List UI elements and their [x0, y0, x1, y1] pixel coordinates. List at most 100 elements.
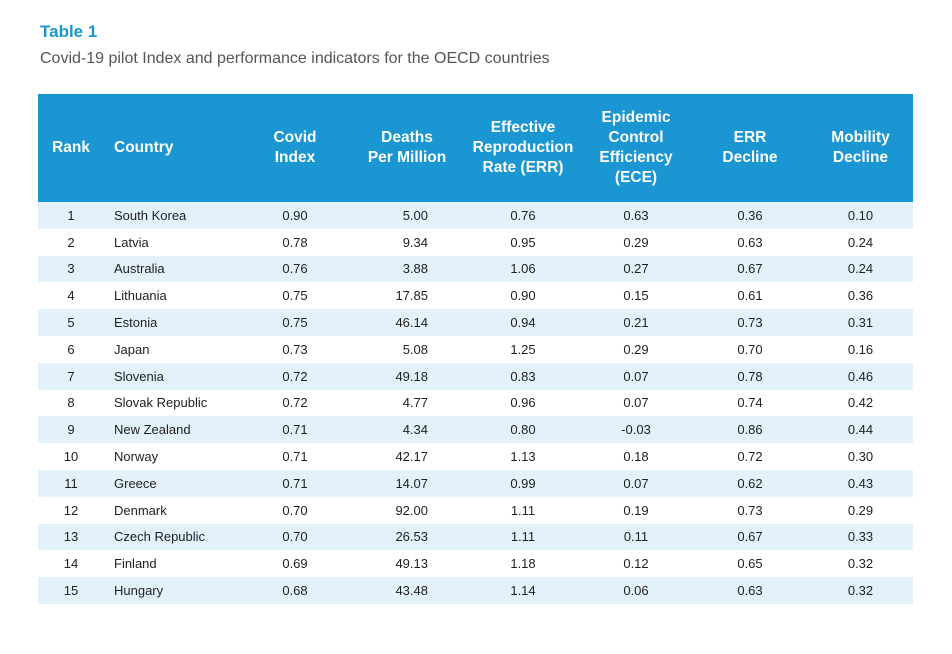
cell-covid-index: 0.70	[282, 502, 308, 518]
cell-err-decline: 0.73	[737, 315, 763, 331]
cell-covid-index: 0.71	[282, 449, 308, 465]
cell-mobility-decline: 0.42	[847, 395, 874, 411]
header-line: Per Million	[367, 149, 447, 166]
cell-country: Greece	[114, 475, 157, 491]
table-row: 11 Greece 0.71 14.07 0.99 0.07 0.62 0.43	[38, 469, 913, 497]
cell-country: New Zealand	[114, 422, 191, 438]
cell-err: 0.83	[510, 368, 536, 384]
cell-err-decline: 0.78	[737, 368, 763, 384]
cell-covid-index: 0.73	[282, 341, 308, 357]
cell-err: 1.06	[510, 261, 536, 277]
header-line: Epidemic	[601, 109, 671, 126]
header-line: Mobility	[831, 129, 890, 146]
cell-err: 0.95	[510, 234, 536, 250]
table-row: 7 Slovenia 0.72 49.18 0.83 0.07 0.78 0.46	[38, 362, 913, 390]
cell-err-decline: 0.67	[737, 529, 763, 545]
cell-mobility-decline: 0.10	[847, 207, 874, 223]
cell-deaths: 92.00	[395, 502, 428, 518]
cell-covid-index: 0.90	[282, 207, 308, 223]
header-line: Index	[274, 149, 316, 166]
cell-err-decline: 0.36	[737, 207, 763, 223]
table-row: 15 Hungary 0.68 43.48 1.14 0.06 0.63 0.32	[38, 577, 913, 604]
table-row: 4 Lithuania 0.75 17.85 0.90 0.15 0.61 0.36	[38, 282, 913, 310]
cell-err: 1.13	[510, 449, 536, 465]
cell-deaths: 43.48	[395, 583, 428, 599]
cell-err: 0.99	[510, 475, 536, 491]
table-row: 10 Norway 0.71 42.17 1.13 0.18 0.72 0.30	[38, 443, 913, 470]
cell-deaths: 26.53	[395, 529, 428, 545]
cell-rank: 4	[67, 288, 75, 304]
header-line: Effective	[490, 119, 556, 136]
cell-err-decline: 0.63	[737, 583, 763, 599]
cell-rank: 11	[64, 475, 78, 491]
cell-err: 0.90	[510, 288, 536, 304]
cell-mobility-decline: 0.32	[847, 556, 874, 572]
data-table: Rank Country Covid Index Deaths Per Mill…	[38, 94, 913, 604]
cell-mobility-decline: 0.29	[847, 502, 874, 518]
cell-err: 1.14	[510, 583, 536, 599]
cell-country: Estonia	[114, 315, 158, 331]
header-rank-label: Rank	[52, 139, 90, 156]
cell-err-decline: 0.74	[737, 395, 763, 411]
cell-deaths: 49.13	[395, 556, 428, 572]
cell-err-decline: 0.61	[737, 288, 763, 304]
cell-mobility-decline: 0.44	[847, 422, 874, 438]
cell-country: Hungary	[114, 583, 164, 599]
table-body: 1 South Korea 0.90 5.00 0.76 0.63 0.36 0.10 2 Lat…	[38, 202, 913, 604]
header-country: Country	[104, 94, 242, 202]
cell-mobility-decline: 0.46	[847, 368, 874, 384]
table-row: 1 South Korea 0.90 5.00 0.76 0.63 0.36 0.10	[38, 202, 913, 229]
cell-rank: 5	[67, 315, 75, 331]
cell-deaths: 4.77	[402, 395, 428, 411]
cell-mobility-decline: 0.30	[847, 449, 874, 465]
header-err-decline: ERR Decline	[692, 94, 808, 202]
cell-err-decline: 0.67	[737, 261, 763, 277]
header-line: Decline	[722, 149, 778, 166]
cell-deaths: 17.85	[395, 288, 428, 304]
cell-err: 1.18	[510, 556, 536, 572]
header-covid-index: Covid Index	[242, 94, 348, 202]
cell-err: 1.11	[510, 502, 536, 518]
cell-rank: 6	[67, 341, 75, 357]
cell-ece: 0.06	[623, 583, 649, 599]
cell-ece: 0.07	[623, 395, 649, 411]
cell-mobility-decline: 0.24	[847, 234, 874, 250]
cell-err-decline: 0.73	[737, 502, 763, 518]
header-line: Reproduction	[472, 139, 574, 156]
cell-deaths: 14.07	[395, 475, 428, 491]
cell-ece: 0.12	[623, 556, 649, 572]
cell-ece: 0.15	[623, 288, 649, 304]
cell-deaths: 5.08	[402, 341, 428, 357]
cell-err-decline: 0.86	[737, 422, 763, 438]
cell-rank: 1	[67, 207, 75, 223]
cell-ece: 0.21	[623, 315, 649, 331]
cell-rank: 10	[63, 449, 79, 465]
header-ece: Epidemic Control Efficiency (ECE)	[580, 94, 692, 202]
cell-country: Australia	[114, 261, 165, 277]
cell-country: Latvia	[114, 234, 149, 250]
cell-country: Slovak Republic	[114, 395, 208, 411]
cell-covid-index: 0.68	[282, 583, 308, 599]
cell-country: Norway	[114, 449, 159, 465]
cell-mobility-decline: 0.33	[847, 529, 874, 545]
cell-ece: 0.18	[623, 449, 649, 465]
cell-ece: 0.29	[623, 341, 649, 357]
cell-covid-index: 0.72	[282, 395, 308, 411]
cell-deaths: 5.00	[402, 207, 428, 223]
cell-covid-index: 0.75	[282, 315, 308, 331]
cell-err: 1.25	[510, 341, 536, 357]
cell-covid-index: 0.72	[282, 368, 308, 384]
table-label: Table 1	[40, 22, 98, 41]
cell-ece: 0.27	[623, 261, 649, 277]
cell-covid-index: 0.78	[282, 234, 308, 250]
cell-deaths: 4.34	[402, 422, 428, 438]
header-line: (ECE)	[614, 169, 658, 186]
cell-err-decline: 0.65	[737, 556, 763, 572]
cell-mobility-decline: 0.24	[847, 261, 874, 277]
table-row: 2 Latvia 0.78 9.34 0.95 0.29 0.63 0.24	[38, 228, 913, 256]
cell-rank: 7	[67, 368, 75, 384]
table-header: Rank Country Covid Index Deaths Per Mill…	[38, 94, 913, 202]
cell-err-decline: 0.62	[737, 475, 763, 491]
cell-covid-index: 0.76	[282, 261, 308, 277]
cell-country: Japan	[114, 341, 150, 357]
